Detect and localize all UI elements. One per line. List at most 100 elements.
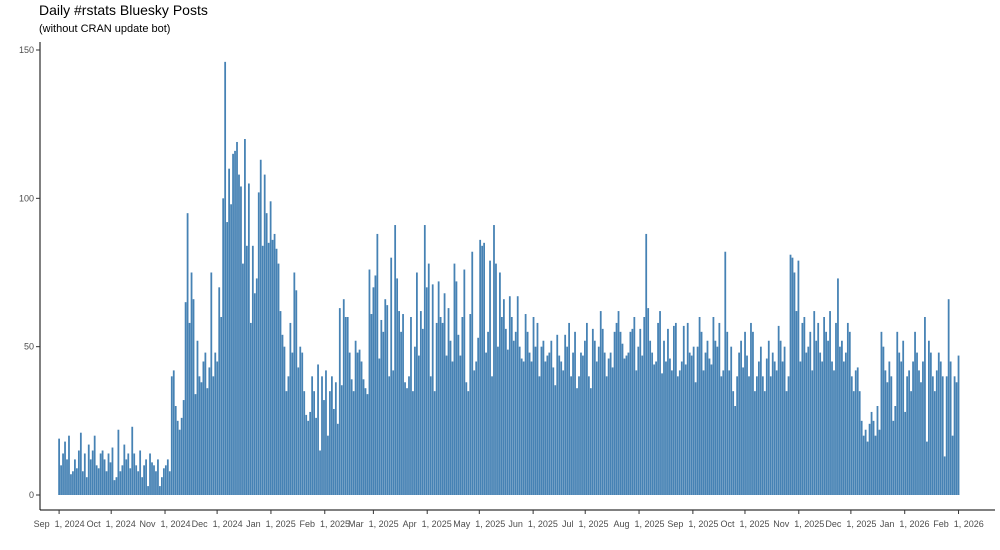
bar <box>663 340 665 495</box>
bar <box>783 346 786 495</box>
bar <box>139 450 142 495</box>
bar <box>465 382 468 495</box>
bar <box>633 317 636 495</box>
bar <box>247 183 250 495</box>
bar <box>502 299 505 495</box>
bar <box>821 361 824 495</box>
bar <box>226 222 229 495</box>
bars-group <box>58 61 960 496</box>
bar <box>329 391 331 495</box>
bar <box>155 471 157 495</box>
bar <box>410 317 412 495</box>
y-tick-label: 0 <box>29 490 34 500</box>
bar <box>493 225 495 495</box>
bar <box>319 450 321 495</box>
bar <box>261 245 264 495</box>
bar <box>746 355 748 495</box>
bar <box>342 299 345 495</box>
bar <box>404 382 406 495</box>
bar <box>744 331 746 495</box>
bar <box>842 361 845 495</box>
bar <box>708 358 711 495</box>
bar <box>793 272 796 495</box>
bar <box>850 376 853 495</box>
x-tick-label: Dec 1, 2024 <box>192 519 243 529</box>
bar <box>931 376 934 495</box>
bar <box>396 278 399 495</box>
x-tick-label: Aug 1, 2025 <box>614 519 665 529</box>
bar <box>141 477 144 495</box>
bar <box>374 275 377 495</box>
bar <box>556 334 559 495</box>
bar <box>742 367 744 495</box>
bar <box>198 376 201 495</box>
bar <box>720 376 723 495</box>
bar <box>827 340 829 495</box>
bar <box>305 414 308 495</box>
bar <box>803 317 806 495</box>
bar <box>204 352 207 495</box>
bar <box>99 453 102 495</box>
bar <box>538 376 541 495</box>
bar <box>137 471 140 495</box>
bar <box>222 198 225 495</box>
bar <box>839 346 841 495</box>
bar <box>336 423 339 495</box>
bar <box>295 290 298 495</box>
bar <box>176 420 179 495</box>
bar <box>639 328 642 495</box>
bar <box>949 361 952 495</box>
bar <box>815 340 818 495</box>
bar <box>657 322 659 495</box>
bar <box>196 340 199 495</box>
bar <box>257 192 260 495</box>
bar <box>230 204 232 495</box>
bar <box>601 328 604 495</box>
bar <box>346 317 349 495</box>
bar <box>242 263 244 495</box>
bar <box>773 361 776 495</box>
bar <box>512 340 515 495</box>
bar <box>269 201 272 496</box>
bar <box>546 355 549 495</box>
x-tick-label: Mar 1, 2025 <box>348 519 399 529</box>
bar <box>491 376 493 495</box>
bar <box>566 346 569 495</box>
bar <box>427 263 430 495</box>
bar <box>68 435 70 495</box>
bar <box>813 311 816 495</box>
bar <box>718 322 721 495</box>
bar <box>684 364 687 495</box>
x-tick-label: May 1, 2025 <box>453 519 505 529</box>
bar <box>467 391 470 495</box>
bar <box>722 370 725 495</box>
bar <box>121 465 124 495</box>
bar <box>625 355 628 495</box>
x-axis: Sep 1, 2024 Oct 1, 2024 Nov 1, 2024 Dec 1, … <box>34 509 995 529</box>
bar <box>617 311 620 495</box>
bar <box>501 317 503 495</box>
bar <box>848 331 851 495</box>
bar <box>635 370 638 495</box>
bar <box>878 429 881 495</box>
bar <box>892 420 895 495</box>
bar <box>516 296 519 495</box>
bar <box>311 376 314 495</box>
bar <box>595 361 598 495</box>
bar <box>779 340 782 495</box>
bar <box>558 355 561 495</box>
bar <box>334 382 337 495</box>
bar <box>700 331 703 495</box>
bar <box>417 355 420 495</box>
bar <box>835 322 837 495</box>
bar <box>702 370 705 495</box>
bar <box>170 376 173 495</box>
bar <box>362 379 365 495</box>
bar <box>706 340 709 495</box>
bar <box>520 358 523 495</box>
bar <box>271 239 274 495</box>
bar <box>382 331 385 495</box>
bar <box>489 260 491 495</box>
bar <box>469 314 472 495</box>
bar <box>200 382 203 495</box>
